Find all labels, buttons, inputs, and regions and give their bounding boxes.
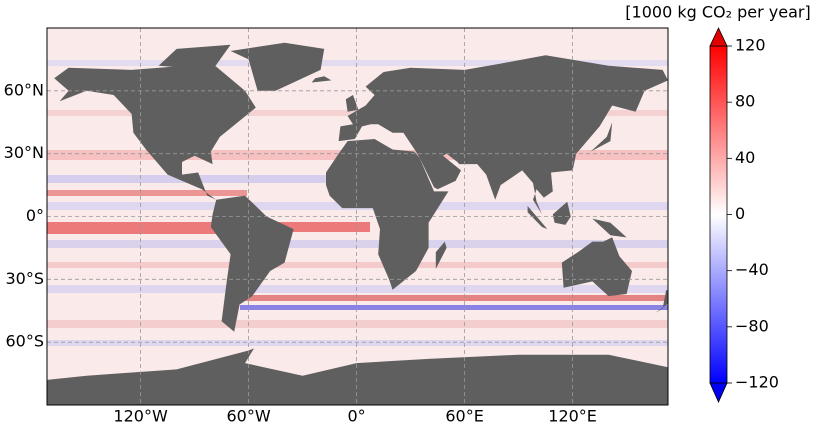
landmass bbox=[655, 289, 668, 313]
map-frame bbox=[46, 27, 669, 406]
landmass bbox=[527, 206, 548, 230]
colorbar-tick-label: 0 bbox=[735, 204, 745, 223]
x-tick-label: 120°W bbox=[113, 407, 168, 426]
landmass bbox=[311, 76, 332, 83]
y-tick-label: 0° bbox=[26, 206, 44, 225]
landmass bbox=[338, 55, 668, 215]
land bbox=[47, 42, 668, 405]
colorbar-tick-label: −120 bbox=[735, 373, 779, 392]
landmass bbox=[210, 195, 294, 332]
landmass bbox=[54, 63, 256, 200]
colorbar-tick-label: −40 bbox=[735, 260, 769, 279]
axis-labels: 120°W 60°W 0° 60°E 120°E 60°N 30°N 0° 30°S 60°S bbox=[4, 80, 597, 425]
landmass bbox=[345, 95, 359, 112]
x-tick-label: 60°W bbox=[227, 407, 271, 426]
landmass bbox=[590, 122, 613, 152]
x-tick-label: 120°E bbox=[548, 407, 597, 426]
y-tick-label: 30°N bbox=[4, 143, 44, 162]
landmass bbox=[435, 241, 447, 269]
x-tick-label: 60°E bbox=[445, 407, 483, 426]
y-tick-label: 60°S bbox=[5, 332, 44, 351]
landmass bbox=[47, 348, 668, 405]
colorbar-scale bbox=[709, 45, 728, 384]
colorbar: [1000 kg CO₂ per year] −120 −80 −40 0 40 80 12… bbox=[625, 3, 811, 403]
map bbox=[47, 28, 668, 405]
colorbar-extend-max bbox=[709, 27, 728, 47]
colorbar-tick-label: −80 bbox=[735, 316, 769, 335]
colorbar-tick-label: 40 bbox=[735, 148, 755, 167]
landmass bbox=[561, 237, 632, 297]
x-tick-label: 0° bbox=[348, 407, 366, 426]
landmass bbox=[158, 44, 231, 70]
colorbar-extend-min bbox=[709, 382, 728, 403]
colorbar-label: [1000 kg CO₂ per year] bbox=[625, 3, 810, 22]
y-tick-label: 60°N bbox=[4, 80, 44, 99]
y-tick-label: 30°S bbox=[5, 269, 44, 288]
landmass bbox=[552, 201, 571, 225]
landmass bbox=[230, 42, 325, 91]
colorbar-tick-label: 120 bbox=[735, 36, 766, 55]
landmass bbox=[592, 218, 627, 238]
graticule bbox=[47, 28, 668, 405]
colorbar-tick-label: 80 bbox=[735, 92, 755, 111]
